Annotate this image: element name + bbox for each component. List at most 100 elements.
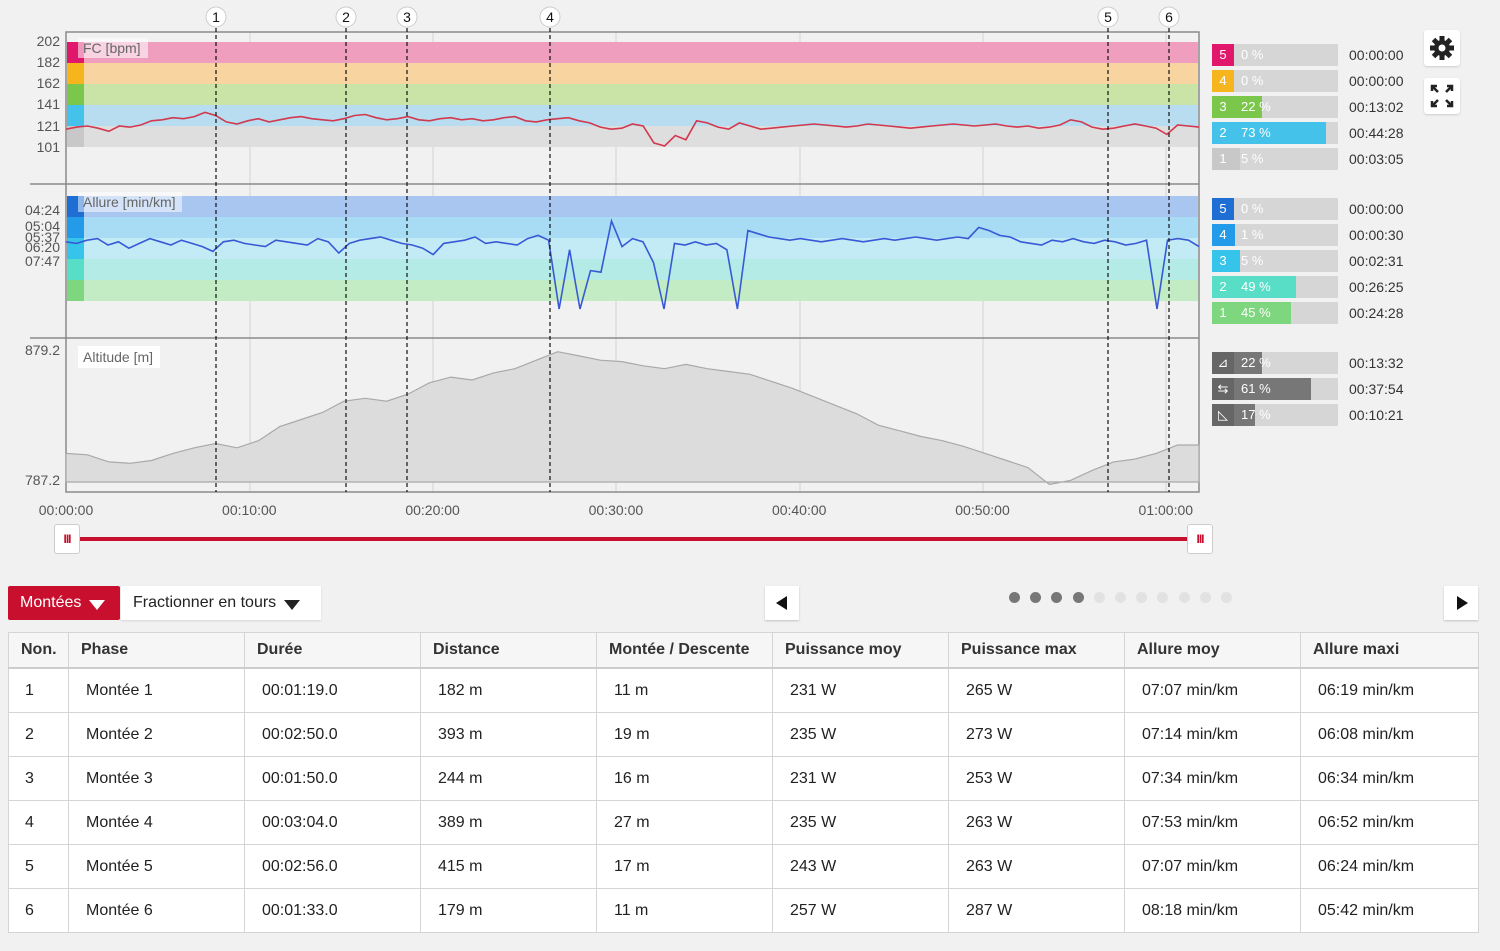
altitude-panel: 879.2 787.2 Altitude [m] xyxy=(25,342,1200,488)
fullscreen-button[interactable] xyxy=(1424,78,1460,114)
table-row[interactable]: 2 Montée 2 00:02:50.0 393 m 19 m 235 W 273 W 07… xyxy=(8,712,1479,757)
hr-zone-3: 3 22 % xyxy=(1212,96,1338,118)
pagination-dot[interactable] xyxy=(1178,592,1190,603)
table-cell: Montée 5 xyxy=(68,844,245,889)
table-row[interactable]: 1 Montée 1 00:01:19.0 182 m 11 m 231 W 265 W 07… xyxy=(8,667,1479,713)
range-end-handle[interactable]: III xyxy=(1187,524,1213,554)
zone-bar-fill xyxy=(1234,224,1236,246)
column-header[interactable]: Phase xyxy=(68,632,245,669)
zone-duration: 00:03:05 xyxy=(1349,151,1404,167)
table-row[interactable]: 6 Montée 6 00:01:33.0 179 m 11 m 257 W 287 W 08… xyxy=(8,888,1479,933)
split-laps-label: Fractionner en tours xyxy=(133,594,277,611)
y-tick-label: 05:37 xyxy=(25,229,60,245)
table-cell: 235 W xyxy=(772,800,949,845)
climbs-dropdown-label: Montées xyxy=(20,594,82,611)
table-cell: 07:34 min/km xyxy=(1124,756,1301,801)
table-cell: 07:14 min/km xyxy=(1124,712,1301,757)
previous-page-button[interactable] xyxy=(765,586,799,620)
pace-zone-2: 2 49 % xyxy=(1212,276,1338,298)
column-header[interactable]: Durée xyxy=(244,632,421,669)
table-cell: 11 m xyxy=(596,667,773,713)
flat-icon: ⇆ xyxy=(1212,378,1234,400)
table-cell: 08:18 min/km xyxy=(1124,888,1301,933)
pagination-dot[interactable] xyxy=(1030,592,1042,603)
y-tick-label: 07:47 xyxy=(25,253,60,269)
y-tick-label: 879.2 xyxy=(25,342,60,358)
column-header[interactable]: Non. xyxy=(8,632,69,669)
zone-band-4 xyxy=(67,217,1198,238)
climb-marker-5[interactable]: 5 xyxy=(1097,6,1119,492)
table-cell: 1 xyxy=(8,667,69,713)
table-cell: Montée 1 xyxy=(68,667,245,713)
time-range-track[interactable] xyxy=(66,537,1199,541)
table-row[interactable]: 5 Montée 5 00:02:56.0 415 m 17 m 243 W 263 W 07… xyxy=(8,844,1479,889)
table-cell: 231 W xyxy=(772,756,949,801)
climb-marker-4[interactable]: 4 xyxy=(539,6,561,492)
zone-band-2 xyxy=(67,105,1198,126)
column-header[interactable]: Puissance max xyxy=(948,632,1125,669)
pace-zone-4: 4 1 % xyxy=(1212,224,1338,246)
settings-button[interactable] xyxy=(1424,30,1460,66)
zone-percent: 73 % xyxy=(1241,125,1271,140)
pagination-dot[interactable] xyxy=(1009,592,1020,603)
table-cell: 6 xyxy=(8,888,69,933)
table-cell: Montée 3 xyxy=(68,756,245,801)
climb-marker-6[interactable]: 6 xyxy=(1158,6,1180,492)
x-tick-label: 00:10:00 xyxy=(222,502,277,518)
table-cell: 265 W xyxy=(948,667,1125,713)
climb-marker-3[interactable]: 3 xyxy=(396,6,418,492)
zone-marker-4 xyxy=(67,63,84,84)
table-cell: 06:24 min/km xyxy=(1300,844,1479,889)
zone-bar-fill xyxy=(1234,352,1262,374)
table-cell: 07:53 min/km xyxy=(1124,800,1301,845)
zone-band-1 xyxy=(67,126,1198,147)
table-cell: Montée 2 xyxy=(68,712,245,757)
table-cell: 07:07 min/km xyxy=(1124,844,1301,889)
zone-number: 2 xyxy=(1212,276,1234,298)
pagination-dot[interactable] xyxy=(1157,592,1169,603)
terrain-zone-flat: ⇆ 61 % xyxy=(1212,378,1338,400)
arrow-left-icon xyxy=(776,596,787,610)
column-header[interactable]: Distance xyxy=(420,632,597,669)
x-tick-label: 01:00:00 xyxy=(1139,502,1194,518)
column-header[interactable]: Allure maxi xyxy=(1300,632,1479,669)
climb-markers[interactable]: 1 2 3 4 5 6 xyxy=(205,6,1180,492)
column-header[interactable]: Allure moy xyxy=(1124,632,1301,669)
pagination-dot[interactable] xyxy=(1136,592,1148,603)
pagination-dot[interactable] xyxy=(1199,592,1211,603)
table-cell: 00:02:56.0 xyxy=(244,844,421,889)
zone-percent: 0 % xyxy=(1241,73,1264,88)
climb-marker-2[interactable]: 2 xyxy=(335,6,357,492)
column-header[interactable]: Puissance moy xyxy=(772,632,949,669)
split-laps-dropdown[interactable]: Fractionner en tours xyxy=(121,586,321,620)
climb-marker-1[interactable]: 1 xyxy=(205,6,227,492)
climbs-dropdown[interactable]: Montées xyxy=(8,586,120,620)
altitude-panel-label: Altitude [m] xyxy=(78,346,160,368)
pagination-dot[interactable] xyxy=(1093,592,1105,603)
pagination-dot[interactable] xyxy=(1221,592,1232,603)
zone-bar-fill xyxy=(1234,404,1256,426)
zone-number: 5 xyxy=(1212,44,1234,66)
hr-zone-5: 5 0 % xyxy=(1212,44,1338,66)
table-row[interactable]: 4 Montée 4 00:03:04.0 389 m 27 m 235 W 263 W 07… xyxy=(8,800,1479,845)
svg-text:6: 6 xyxy=(1165,9,1173,25)
table-cell: 243 W xyxy=(772,844,949,889)
range-start-handle[interactable]: III xyxy=(54,524,80,554)
pagination-dot[interactable] xyxy=(1115,592,1126,603)
expand-icon xyxy=(1430,84,1454,108)
next-page-button[interactable] xyxy=(1444,586,1478,620)
table-cell: 27 m xyxy=(596,800,773,845)
pagination-dot[interactable] xyxy=(1072,592,1084,603)
zone-bar-fill xyxy=(1234,96,1262,118)
table-cell: 05:42 min/km xyxy=(1300,888,1479,933)
table-cell: 244 m xyxy=(420,756,597,801)
table-cell: 182 m xyxy=(420,667,597,713)
zone-duration: 00:00:00 xyxy=(1349,73,1404,89)
zone-number: 2 xyxy=(1212,122,1234,144)
pagination-dot[interactable] xyxy=(1051,592,1063,603)
zone-number: 4 xyxy=(1212,224,1234,246)
column-header[interactable]: Montée / Descente xyxy=(596,632,773,669)
table-row[interactable]: 3 Montée 3 00:01:50.0 244 m 16 m 231 W 253 W 07… xyxy=(8,756,1479,801)
hr-zone-4: 4 0 % xyxy=(1212,70,1338,92)
